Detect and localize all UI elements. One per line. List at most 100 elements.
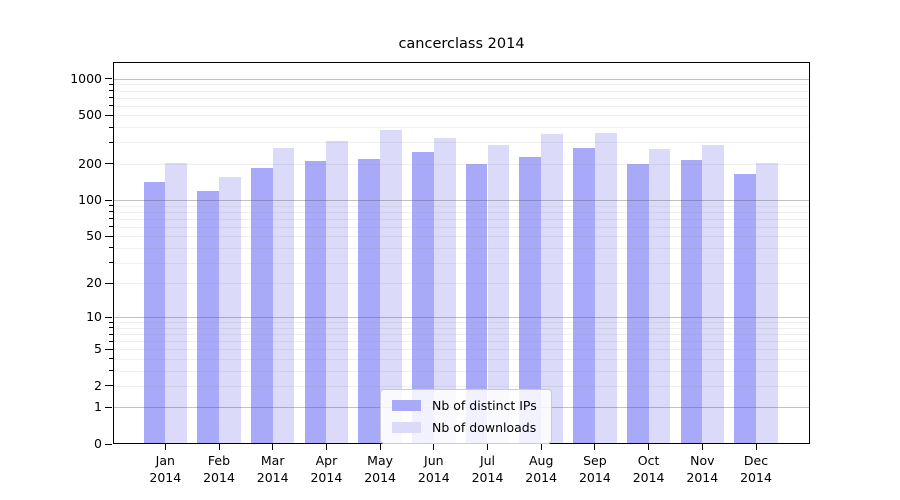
x-tick-month: Jul [479,453,496,468]
bar-nb-of-downloads [165,163,188,444]
x-tick-year: 2014 [256,470,289,485]
y-minor-tick-mark [109,83,113,85]
x-tick-month: Mar [260,453,285,468]
y-tick-mark [105,316,112,318]
x-tick-label: Aug 2014 [509,452,573,486]
gridline-major [113,200,810,202]
y-minor-tick-mark [109,370,113,372]
x-tick-month: Feb [207,453,231,468]
bar-nb-of-downloads [219,177,241,444]
y-tick-mark [105,282,112,284]
x-tick-month: Aug [528,453,554,468]
x-tick-label: Mar 2014 [241,452,305,486]
gridline-minor [113,115,810,117]
x-tick-label: Nov 2014 [670,452,734,486]
gridline-minor [113,370,810,372]
gridline-minor [113,226,810,228]
y-minor-tick-mark [109,205,113,207]
x-tick-year: 2014 [632,470,665,485]
y-tick-label: 200 [78,155,102,171]
y-minor-tick-mark [109,141,113,143]
x-tick-month: Jan [155,453,175,468]
bar-nb-of-distinct-ips [143,181,166,444]
y-tick-mark [105,385,112,387]
x-tick-mark [487,444,488,450]
x-tick-mark [540,444,542,450]
y-minor-tick-mark [109,218,113,220]
bar-nb-of-distinct-ips [358,159,381,444]
x-tick-mark [272,444,274,450]
y-minor-tick-mark [109,247,113,249]
bar-nb-of-downloads [326,140,349,444]
x-tick-month: Nov [690,453,715,468]
gridline-major [113,317,810,319]
y-minor-tick-mark [109,282,113,284]
gridline-minor [113,90,810,92]
x-tick-year: 2014 [578,470,611,485]
x-tick-month: Sep [583,453,607,468]
y-minor-tick-mark [109,340,113,342]
gridline-minor [113,163,810,165]
gridline-minor [113,358,810,360]
x-tick-month: Jun [424,453,444,468]
x-tick-label: Feb 2014 [187,452,251,486]
gridline-minor [113,349,810,351]
y-minor-tick-mark [109,235,113,237]
gridline-minor [113,211,810,213]
x-tick-month: Oct [637,453,660,468]
bar-nb-of-distinct-ips [573,147,595,444]
gridline-major [113,78,810,80]
y-minor-tick-mark [109,226,113,228]
y-minor-tick-mark [109,90,113,92]
bar-nb-of-downloads [433,137,456,444]
y-tick-label: 20 [86,275,102,291]
x-tick-year: 2014 [149,470,182,485]
x-tick-mark [325,444,327,450]
x-tick-mark [164,444,166,450]
bar-nb-of-distinct-ips [680,160,703,444]
y-tick-mark [105,78,112,80]
gridline-minor [113,327,810,329]
x-tick-mark [594,444,596,450]
chart-title: cancerclass 2014 [398,36,525,52]
y-tick-label: 2 [94,377,102,393]
y-tick-label: 5 [94,341,102,357]
y-tick-label: 50 [86,228,102,244]
legend: Nb of distinct IPs Nb of downloads [380,389,552,444]
bar-nb-of-downloads [487,145,510,444]
y-minor-tick-mark [109,333,113,335]
gridline-minor [113,142,810,144]
x-tick-year: 2014 [525,470,558,485]
y-tick-label: 0 [94,436,102,451]
gridline-minor [113,385,810,387]
x-tick-label: Jul 2014 [456,452,520,486]
x-tick-label: Jun 2014 [402,452,466,486]
gridline-minor [113,97,810,99]
x-tick-label: Jan 2014 [133,452,197,486]
y-tick-mark [105,406,112,408]
y-tick-label: 500 [78,107,102,123]
x-tick-label: Apr 2014 [294,452,358,486]
x-tick-mark [379,444,381,450]
bar-nb-of-distinct-ips [626,163,649,444]
legend-label-distinct-ips: Nb of distinct IPs [432,398,537,413]
x-tick-label: Sep 2014 [563,452,627,486]
gridline-minor [113,236,810,238]
legend-entry-downloads: Nb of downloads [392,420,537,435]
x-tick-month: Dec [743,453,769,468]
y-minor-tick-mark [109,211,113,213]
y-minor-tick-mark [109,105,113,107]
y-minor-tick-mark [109,327,113,329]
x-tick-mark [433,444,435,450]
bar-nb-of-distinct-ips [734,174,756,444]
y-minor-tick-mark [109,321,113,323]
gridline-minor [113,341,810,343]
gridline-minor [113,262,810,264]
y-tick-mark [105,348,112,350]
bar-nb-of-distinct-ips [465,163,488,444]
y-tick-label: 10 [86,309,102,325]
y-minor-tick-mark [109,126,113,128]
legend-label-downloads: Nb of downloads [432,420,537,435]
bar-nb-of-distinct-ips [197,190,219,444]
